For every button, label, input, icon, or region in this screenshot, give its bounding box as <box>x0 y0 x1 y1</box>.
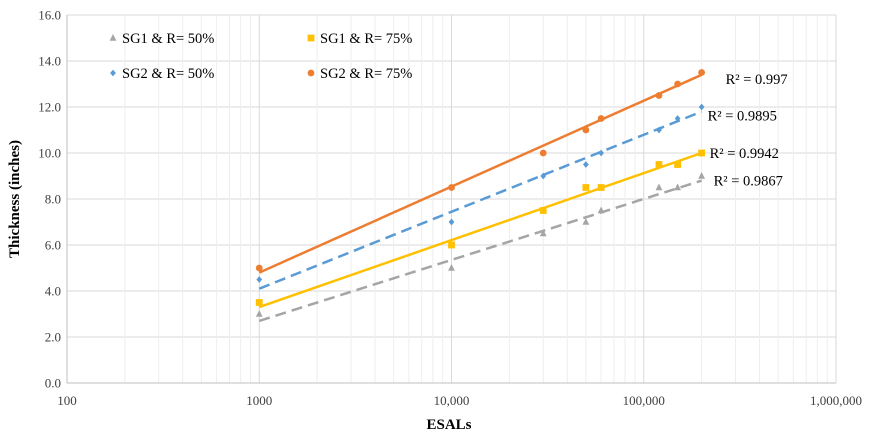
x-tick-label: 100 <box>57 393 77 408</box>
data-point-triangle <box>448 264 455 271</box>
data-point-square <box>597 184 605 191</box>
data-point-triangle <box>109 34 117 41</box>
y-tick-label: 12.0 <box>38 100 61 115</box>
legend-label: SG1 & R= 50% <box>122 31 214 47</box>
data-point-circle <box>655 92 663 99</box>
y-tick-label: 6.0 <box>45 238 61 253</box>
data-point-diamond <box>598 149 604 157</box>
series-2 <box>256 103 705 290</box>
data-point-circle <box>698 69 706 76</box>
data-point-square <box>674 161 682 168</box>
data-point-circle <box>255 264 263 272</box>
r-squared-label: R² = 0.9895 <box>708 109 777 125</box>
r-squared-label: R² = 0.9942 <box>710 146 779 162</box>
data-point-triangle <box>674 183 682 191</box>
legend-label: SG1 & R= 75% <box>320 31 412 47</box>
data-point-square <box>539 207 547 214</box>
data-point-circle <box>674 80 682 88</box>
y-axis-title: Thickness (inches) <box>7 140 23 258</box>
data-point-diamond <box>256 276 263 283</box>
data-point-square <box>582 184 590 191</box>
x-tick-label: 1,000,000 <box>810 393 862 408</box>
data-point-circle <box>539 149 547 157</box>
trendline <box>258 151 703 309</box>
data-point-diamond <box>698 103 705 111</box>
y-tick-label: 16.0 <box>38 8 61 23</box>
data-point-square <box>255 299 263 306</box>
r-squared-label: R² = 0.997 <box>726 72 788 88</box>
data-point-diamond <box>540 172 547 180</box>
r-squared-label: R² = 0.9867 <box>714 174 783 190</box>
trendline <box>258 179 703 323</box>
data-point-diamond <box>582 161 589 168</box>
data-point-diamond <box>448 218 455 226</box>
data-point-square <box>655 161 663 168</box>
x-axis-title: ESALs <box>426 417 471 433</box>
y-tick-label: 14.0 <box>38 54 61 69</box>
series-3 <box>255 69 706 274</box>
legend-item: SG1 & R= 75% <box>307 31 412 47</box>
y-tick-label: 0.0 <box>45 376 61 391</box>
legend-item: SG2 & R= 75% <box>307 66 412 82</box>
tick-labels: 0.0 2.0 4.0 6.0 8.0 10.0 12.0 14.0 16.0 100 1000 10… <box>38 8 862 409</box>
legend-item: SG1 & R= 50% <box>109 31 214 47</box>
data-point-square <box>307 34 315 42</box>
data-point-circle <box>448 184 455 191</box>
series <box>255 69 706 323</box>
y-tick-label: 2.0 <box>45 330 61 345</box>
x-tick-label: 100,000 <box>623 393 665 408</box>
data-point-diamond <box>110 69 116 77</box>
y-tick-label: 4.0 <box>45 284 61 299</box>
legend-label: SG2 & R= 50% <box>122 66 214 82</box>
data-point-triangle <box>539 229 547 237</box>
data-point-triangle <box>255 310 263 317</box>
data-point-diamond <box>656 126 662 134</box>
x-tick-label: 1000 <box>246 393 272 408</box>
legend-label: SG2 & R= 75% <box>320 66 412 82</box>
trendline <box>258 73 703 274</box>
legend: SG1 & R= 50% SG1 & R= 75% SG2 & R= 50% SG2 … <box>109 31 412 82</box>
y-tick-label: 10.0 <box>38 146 61 161</box>
data-point-triangle <box>698 172 706 179</box>
data-point-circle <box>307 69 315 77</box>
data-point-circle <box>597 115 605 122</box>
data-point-triangle <box>582 218 590 225</box>
data-point-square <box>448 241 455 249</box>
y-tick-label: 8.0 <box>45 192 61 207</box>
x-tick-label: 10,000 <box>434 393 470 408</box>
data-point-diamond <box>674 115 681 122</box>
data-point-square <box>698 149 706 157</box>
data-point-circle <box>582 126 590 134</box>
series-1 <box>255 149 706 309</box>
legend-item: SG2 & R= 50% <box>110 66 214 82</box>
data-point-triangle <box>597 206 605 214</box>
grid <box>66 14 837 384</box>
series-0 <box>255 172 706 323</box>
data-point-triangle <box>655 183 663 191</box>
axes <box>66 15 836 384</box>
trendline <box>258 110 703 290</box>
r-squared-labels: R² = 0.9867 R² = 0.9942 R² = 0.9895 R² = 0.… <box>708 72 788 190</box>
